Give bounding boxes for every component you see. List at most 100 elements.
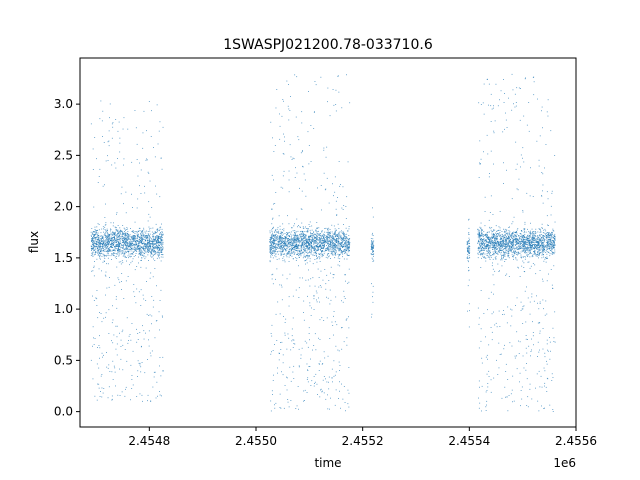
data-point xyxy=(155,244,157,246)
data-point xyxy=(330,241,332,243)
data-point xyxy=(98,246,100,248)
data-point xyxy=(100,245,102,247)
data-point xyxy=(103,238,105,240)
data-point xyxy=(283,316,284,317)
data-point xyxy=(477,247,479,249)
data-point xyxy=(337,75,339,77)
data-point xyxy=(95,231,97,233)
data-point xyxy=(293,248,295,250)
data-point xyxy=(107,141,109,143)
data-point xyxy=(480,267,482,268)
data-point xyxy=(303,245,304,247)
data-point xyxy=(135,249,137,251)
data-point xyxy=(99,118,101,120)
data-point xyxy=(99,257,101,259)
data-point xyxy=(90,234,92,236)
data-point xyxy=(138,245,139,247)
data-point xyxy=(372,238,374,240)
data-point xyxy=(161,235,163,237)
data-point xyxy=(287,241,289,242)
data-point xyxy=(301,242,303,244)
data-point xyxy=(113,249,114,251)
data-point xyxy=(276,231,278,232)
data-point xyxy=(334,253,336,255)
data-point xyxy=(305,239,307,241)
data-point xyxy=(302,232,304,234)
data-point xyxy=(129,334,131,335)
data-point xyxy=(306,230,308,232)
data-point xyxy=(332,381,333,383)
data-point xyxy=(325,256,327,258)
data-point xyxy=(148,234,149,236)
data-point xyxy=(270,242,272,244)
data-point xyxy=(113,252,115,253)
data-point xyxy=(157,237,159,239)
data-point xyxy=(288,119,290,121)
data-point xyxy=(329,338,331,339)
data-point xyxy=(496,230,498,232)
data-point xyxy=(323,236,325,238)
data-point xyxy=(479,248,481,250)
data-point xyxy=(275,192,277,193)
data-point xyxy=(316,255,317,257)
data-point xyxy=(93,250,95,251)
data-point xyxy=(156,229,158,231)
data-point xyxy=(111,371,113,373)
data-point xyxy=(154,250,156,252)
data-point xyxy=(92,238,93,240)
data-point xyxy=(547,349,548,351)
data-point xyxy=(295,257,297,259)
data-point xyxy=(281,115,283,117)
data-point xyxy=(511,233,513,235)
data-point xyxy=(343,233,345,235)
data-point xyxy=(143,248,145,249)
data-point xyxy=(116,229,118,231)
data-point xyxy=(123,239,125,241)
data-point xyxy=(291,328,293,330)
data-point xyxy=(348,248,350,249)
data-point xyxy=(546,236,548,238)
data-point xyxy=(479,235,481,236)
data-point xyxy=(490,291,492,293)
data-point xyxy=(105,236,107,237)
data-point xyxy=(286,389,288,391)
data-point xyxy=(343,246,345,248)
data-point xyxy=(114,233,116,235)
data-point xyxy=(97,244,98,246)
data-point xyxy=(93,235,95,237)
data-point xyxy=(108,145,110,147)
data-point xyxy=(322,247,324,249)
data-point xyxy=(348,255,349,256)
data-point xyxy=(336,214,338,216)
data-point xyxy=(150,243,152,245)
data-point xyxy=(105,203,106,205)
data-point xyxy=(338,255,339,257)
data-point xyxy=(307,229,309,231)
data-point xyxy=(323,236,324,238)
data-point xyxy=(116,255,118,257)
data-point xyxy=(138,241,139,242)
data-point xyxy=(481,244,483,246)
data-point xyxy=(316,246,318,248)
data-point xyxy=(288,243,290,245)
data-point xyxy=(140,235,142,236)
data-point xyxy=(105,230,107,232)
data-point xyxy=(161,233,163,235)
data-point xyxy=(291,238,293,240)
data-point xyxy=(308,237,310,239)
data-point xyxy=(518,252,520,253)
data-point xyxy=(292,244,294,246)
data-point xyxy=(323,247,325,249)
data-point xyxy=(101,243,103,245)
data-point xyxy=(343,233,345,235)
data-point xyxy=(270,247,272,249)
data-point xyxy=(103,260,105,262)
data-point xyxy=(373,253,375,255)
data-point xyxy=(307,247,309,249)
data-point xyxy=(137,248,139,250)
data-point xyxy=(316,232,318,234)
data-point xyxy=(154,247,156,249)
data-point xyxy=(147,241,148,243)
data-point xyxy=(322,250,324,251)
data-point xyxy=(483,243,485,245)
